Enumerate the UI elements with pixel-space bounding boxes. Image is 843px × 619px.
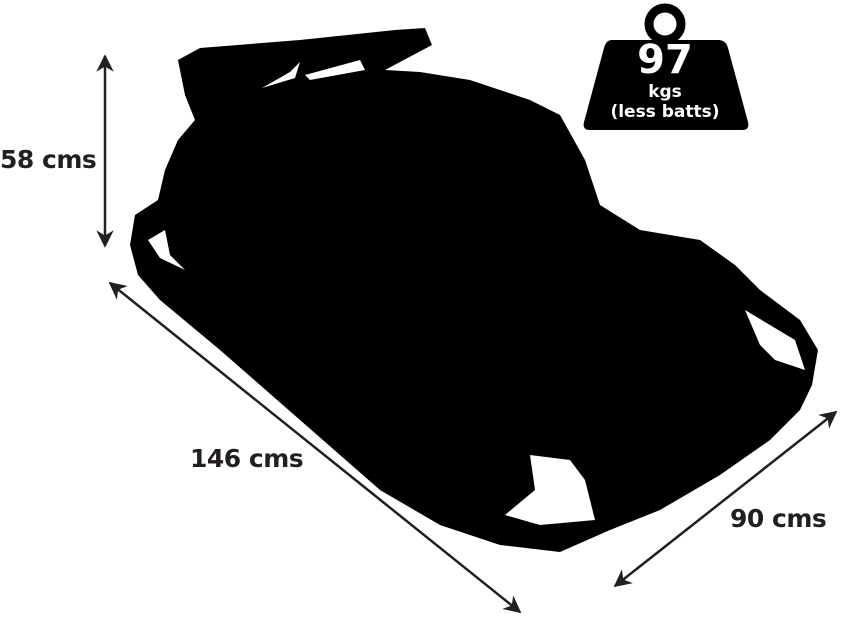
weight-value: 97 <box>637 37 693 83</box>
weight-unit: kgs <box>648 82 682 102</box>
length-arrow <box>108 281 522 614</box>
height-label: 58 cms <box>0 145 97 174</box>
length-label: 146 cms <box>190 444 304 473</box>
weight-icon <box>583 3 749 130</box>
width-arrow <box>613 410 838 588</box>
width-label: 90 cms <box>730 504 827 533</box>
weight-note: (less batts) <box>610 102 720 122</box>
